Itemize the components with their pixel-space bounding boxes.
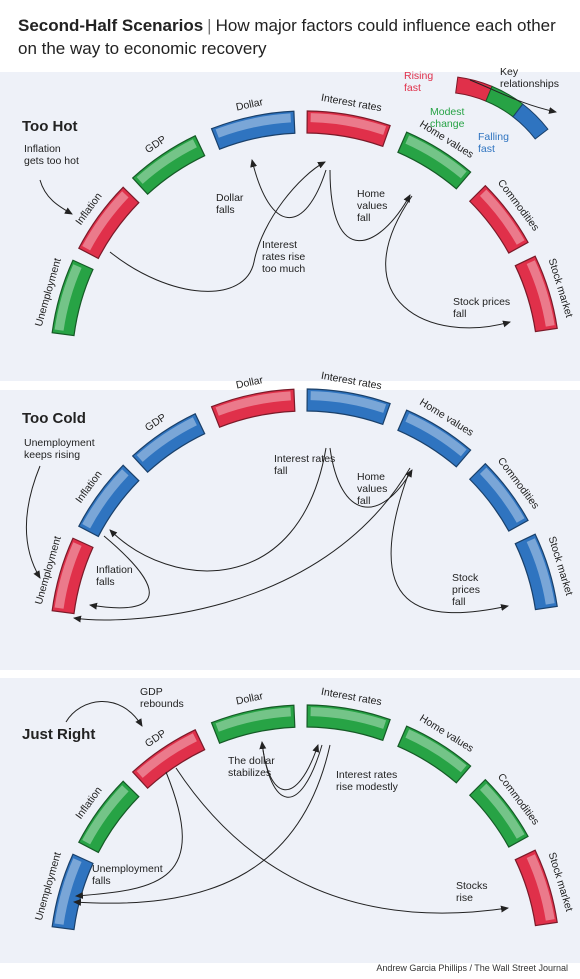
factor-label: Interest rates bbox=[320, 686, 382, 708]
segment-unemployment: Unemployment bbox=[33, 535, 94, 615]
segment-inflation: Inflation bbox=[73, 186, 140, 260]
relationship-arrow bbox=[250, 159, 327, 218]
annotation-text: Home values fall bbox=[357, 471, 387, 507]
legend-label-modest: Modest change bbox=[430, 106, 465, 130]
legend-key-arrow bbox=[469, 79, 557, 114]
legend-label-rising: Rising fast bbox=[404, 70, 433, 94]
segment-stock-market: Stock market bbox=[514, 849, 575, 927]
annotation-text: Dollar falls bbox=[216, 192, 244, 216]
credit-line: Andrew Garcia Phillips / The Wall Street… bbox=[376, 963, 568, 973]
relationship-arrow bbox=[329, 447, 413, 508]
legend-swatch-rising bbox=[455, 76, 493, 102]
factor-label: Dollar bbox=[235, 374, 265, 392]
annotation-text: GDP rebounds bbox=[140, 686, 184, 710]
legend-swatch-falling bbox=[512, 103, 549, 140]
segment-home-values: Home values bbox=[397, 396, 476, 468]
relationship-arrow bbox=[75, 771, 183, 899]
segment-home-values: Home values bbox=[397, 712, 476, 784]
legend-swatch-modest bbox=[485, 85, 524, 118]
annotation-text: Unemployment falls bbox=[92, 863, 163, 887]
annotation-text: Stock prices fall bbox=[453, 296, 510, 320]
segment-dollar: Dollar bbox=[210, 690, 296, 744]
segment-inflation: Inflation bbox=[73, 780, 140, 854]
segment-commodities: Commodities bbox=[468, 771, 541, 848]
factor-label: Dollar bbox=[235, 690, 265, 708]
segment-gdp: GDP bbox=[131, 411, 206, 474]
relationship-arrow bbox=[385, 195, 511, 329]
factor-label: Interest rates bbox=[320, 370, 382, 392]
relationship-annotations: Inflation gets too hot Dollar falls Interest… bbox=[24, 143, 511, 329]
segment-interest-rates: Interest rates bbox=[306, 686, 391, 742]
relationship-arrow bbox=[175, 767, 509, 914]
scenario-title: Too Hot bbox=[22, 118, 78, 135]
relationship-arrow bbox=[73, 467, 411, 623]
annotation-text: Home values fall bbox=[357, 188, 387, 224]
relationship-arrow bbox=[65, 701, 143, 727]
header: Second-Half Scenarios | How major factors … bbox=[18, 14, 563, 60]
factor-label: Interest rates bbox=[320, 92, 382, 114]
segment-dollar: Dollar bbox=[210, 374, 296, 428]
annotation-text: Stock prices fall bbox=[452, 572, 480, 608]
relationship-arrow bbox=[329, 169, 411, 241]
legend-label-key: Key relationships bbox=[500, 66, 559, 90]
annotation-text: Interest rates fall bbox=[274, 453, 335, 477]
page-title: Second-Half Scenarios bbox=[18, 16, 204, 35]
segment-interest-rates: Interest rates bbox=[306, 92, 391, 148]
scenario-title: Too Cold bbox=[22, 410, 86, 427]
relationship-arrow bbox=[390, 474, 509, 614]
annotation-text: Stocks rise bbox=[456, 880, 488, 904]
relationship-arrow bbox=[89, 535, 150, 610]
relationship-arrow bbox=[261, 741, 320, 791]
segment-gdp: GDP bbox=[131, 133, 206, 196]
page-subtitle: How major factors could influence each o… bbox=[18, 16, 556, 58]
title-separator: | bbox=[207, 16, 212, 35]
annotation-text: Inflation falls bbox=[96, 564, 133, 588]
segment-stock-market: Stock market bbox=[514, 533, 575, 611]
relationship-arrow bbox=[109, 161, 326, 292]
annotation-text: Unemployment keeps rising bbox=[24, 437, 95, 461]
segment-dollar: Dollar bbox=[210, 96, 296, 150]
legend-label-falling: Falling fast bbox=[478, 131, 509, 155]
segment-stock-market: Stock market bbox=[514, 255, 575, 333]
segment-unemployment: Unemployment bbox=[33, 257, 94, 337]
annotation-text: Inflation gets too hot bbox=[24, 143, 79, 167]
relationship-annotations: Unemployment keeps rising Interest rates fa… bbox=[24, 437, 509, 623]
segment-commodities: Commodities bbox=[468, 455, 541, 532]
relationship-arrow bbox=[73, 744, 331, 906]
segment-unemployment: Unemployment bbox=[33, 851, 94, 931]
relationship-arrow bbox=[26, 465, 41, 579]
annotation-text: Interest rates rise too much bbox=[262, 239, 305, 275]
relationship-arrow bbox=[109, 447, 327, 572]
segment-commodities: Commodities bbox=[468, 177, 541, 254]
annotation-text: The dollar stabilizes bbox=[228, 755, 275, 779]
relationship-arrow bbox=[39, 179, 73, 215]
segment-inflation: Inflation bbox=[73, 464, 140, 538]
factor-label: Dollar bbox=[235, 96, 265, 114]
relationship-annotations: GDP rebounds The dollar stabilizes Interest … bbox=[65, 686, 509, 914]
segment-interest-rates: Interest rates bbox=[306, 370, 391, 426]
scenario-title: Just Right bbox=[22, 726, 96, 743]
annotation-text: Interest rates rise modestly bbox=[336, 769, 399, 793]
legend: Rising fast Modest change Falling fast Key rela… bbox=[404, 66, 559, 155]
